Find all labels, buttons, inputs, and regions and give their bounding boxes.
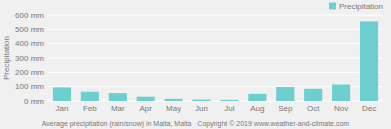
grid-line (48, 43, 383, 44)
legend: Precipitation (329, 2, 383, 11)
bar (109, 93, 127, 101)
x-tick-label: Apr (139, 104, 152, 113)
x-tick-label: Jul (224, 104, 234, 113)
bar (137, 97, 155, 101)
bar (304, 89, 322, 101)
y-tick-label: 200 mm (15, 68, 44, 77)
x-tick-label: Jun (195, 104, 208, 113)
bar (276, 87, 294, 101)
y-tick-label: 600 mm (15, 11, 44, 20)
grid-line (48, 15, 383, 16)
bar (332, 85, 350, 101)
bars (53, 21, 378, 101)
bar (248, 94, 266, 101)
x-tick-label: Dec (362, 104, 376, 113)
x-tick-label: Mar (111, 104, 125, 113)
grid-line (48, 58, 383, 59)
chart: 0 mm 100 mm 200 mm 300 mm 400 mm 500 mm 600 mm… (0, 0, 391, 129)
grid-line (48, 72, 383, 73)
caption: Average precipitation (rain/snow) in Mal… (42, 120, 349, 128)
background (0, 0, 391, 129)
bar (360, 21, 378, 101)
legend-swatch (329, 3, 336, 10)
y-axis-label: Precipitation (2, 36, 11, 80)
y-tick-label: 500 mm (15, 25, 44, 34)
legend-label: Precipitation (339, 2, 383, 11)
x-tick-label: May (166, 104, 181, 113)
grid-line (48, 29, 383, 30)
bar (53, 87, 71, 101)
bar (81, 92, 99, 101)
bar (220, 100, 238, 101)
x-tick-label: Nov (334, 104, 348, 113)
x-tick-label: Feb (83, 104, 97, 113)
bar (192, 100, 210, 101)
x-tick-label: Aug (250, 104, 264, 113)
y-tick-label: 0 mm (24, 97, 44, 106)
x-tick-label: Oct (307, 104, 320, 113)
bar (165, 99, 183, 101)
grid (48, 15, 383, 101)
x-tick-label: Sep (278, 104, 293, 113)
y-tick-label: 400 mm (15, 39, 44, 48)
y-tick-label: 300 mm (15, 54, 44, 63)
y-tick-label: 100 mm (15, 82, 44, 91)
x-tick-label: Jan (56, 104, 69, 113)
